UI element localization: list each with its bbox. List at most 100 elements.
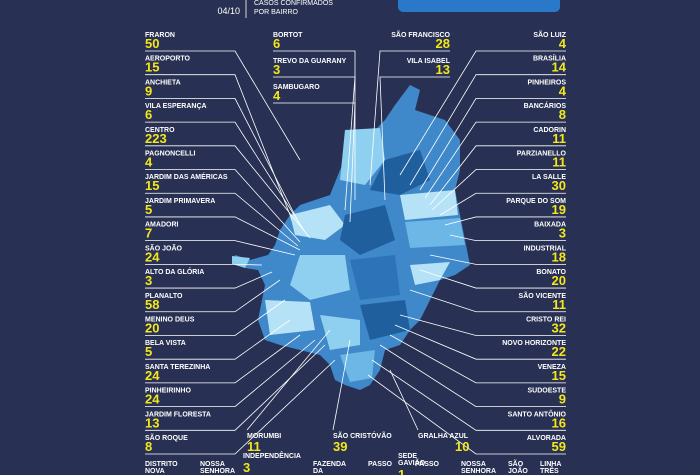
district-name: TREVO DA GUARANY bbox=[273, 58, 347, 65]
case-count: 5 bbox=[145, 202, 152, 217]
district-name: SANTO ANTÔNIO bbox=[508, 409, 567, 418]
case-count: 3 bbox=[243, 460, 250, 475]
case-count: 11 bbox=[552, 131, 566, 146]
district-name: SEDE bbox=[398, 453, 417, 460]
case-count: 24 bbox=[145, 368, 160, 383]
leader-line bbox=[145, 359, 336, 455]
case-count: 16 bbox=[552, 415, 566, 430]
district-name: BONATO bbox=[536, 269, 566, 276]
district-name: SENHORA bbox=[461, 468, 496, 475]
case-count: 14 bbox=[552, 60, 567, 75]
district-name: TRÊS bbox=[540, 466, 559, 475]
district-name: DA bbox=[313, 468, 323, 475]
district bbox=[290, 255, 350, 300]
case-count: 39 bbox=[333, 439, 347, 454]
map bbox=[232, 85, 470, 390]
leader-line bbox=[369, 50, 450, 186]
district bbox=[340, 128, 385, 185]
district-name: NOSSA bbox=[461, 461, 486, 468]
leader-line bbox=[145, 145, 311, 239]
case-count: 13 bbox=[436, 62, 450, 77]
case-count: 11 bbox=[552, 297, 566, 312]
case-count: 4 bbox=[273, 88, 281, 103]
district-name: INDUSTRIAL bbox=[524, 245, 567, 252]
leader-line bbox=[145, 271, 273, 289]
leader-line bbox=[145, 50, 301, 161]
case-count: 59 bbox=[552, 439, 566, 454]
leader-line bbox=[394, 324, 566, 360]
date: 04/10 bbox=[217, 6, 240, 16]
leader-line bbox=[444, 216, 566, 226]
leader-line bbox=[332, 339, 351, 431]
district-name: LA SALLE bbox=[532, 174, 566, 181]
leader-line bbox=[145, 299, 286, 336]
case-count: 32 bbox=[552, 320, 566, 335]
case-count: 22 bbox=[552, 344, 566, 359]
district-name: BORTOT bbox=[273, 32, 303, 39]
district-name: PASSO bbox=[415, 461, 440, 468]
district-name: FAZENDA bbox=[313, 461, 346, 468]
district-name: PINHEIROS bbox=[527, 79, 566, 86]
district-name: GRALHA AZUL bbox=[418, 433, 469, 440]
leader-line bbox=[273, 50, 356, 200]
case-count: 3 bbox=[145, 273, 152, 288]
district-name: SÃO ROQUE bbox=[145, 433, 188, 442]
leader-line bbox=[145, 192, 299, 247]
case-count: 11 bbox=[247, 439, 261, 454]
leader-line bbox=[439, 192, 566, 216]
district-name: NOVA bbox=[145, 468, 165, 475]
district-name: GAVIÃO bbox=[398, 458, 426, 467]
district-name: FRARON bbox=[145, 32, 175, 39]
district-name: JARDIM FLORESTA bbox=[145, 411, 211, 418]
leader-line bbox=[145, 279, 281, 313]
case-count: 4 bbox=[559, 36, 567, 51]
case-count: 3 bbox=[273, 62, 280, 77]
leader-line bbox=[429, 145, 566, 206]
district-name: JOÃO bbox=[508, 466, 528, 475]
leader-line bbox=[145, 319, 291, 360]
district-name: ANCHIETA bbox=[145, 79, 181, 86]
district-name: JARDIM DAS AMÉRICAS bbox=[145, 172, 228, 181]
district-name: SANTA TEREZINHA bbox=[145, 364, 210, 371]
case-count: 15 bbox=[552, 368, 566, 383]
leader-line bbox=[409, 289, 566, 313]
district-name: CENTRO bbox=[145, 127, 175, 134]
district-name: LINHA bbox=[540, 461, 561, 468]
leader-line bbox=[371, 359, 566, 431]
leader-line bbox=[389, 334, 566, 384]
case-count: 1 bbox=[398, 467, 405, 475]
leader-line bbox=[399, 314, 566, 336]
case-count: 50 bbox=[145, 36, 159, 51]
district bbox=[370, 150, 430, 195]
district-name: VENEZA bbox=[538, 364, 566, 371]
leader-line bbox=[449, 234, 566, 242]
district bbox=[405, 218, 465, 248]
district-name: PINHEIRINHO bbox=[145, 388, 191, 395]
leader-line bbox=[389, 369, 419, 431]
leader-line bbox=[145, 339, 316, 407]
leader-line bbox=[145, 344, 326, 431]
district-name: SÃO JOÃO bbox=[145, 243, 183, 252]
leader-line bbox=[145, 334, 301, 384]
district bbox=[340, 205, 395, 255]
leader-line bbox=[424, 121, 566, 199]
district bbox=[360, 300, 410, 340]
leader-line bbox=[419, 98, 566, 191]
district-name: NOVO HORIZONTE bbox=[502, 340, 566, 347]
district-name: CADORIN bbox=[533, 127, 566, 134]
district-name: AEROPORTO bbox=[145, 56, 191, 63]
case-count: 6 bbox=[145, 107, 152, 122]
district-name: DISTRITO bbox=[145, 461, 178, 468]
case-count: 24 bbox=[145, 249, 160, 264]
district-name: BRASÍLIA bbox=[533, 54, 566, 63]
top-button[interactable] bbox=[398, 0, 560, 12]
district-name: SÃO FRANCISCO bbox=[391, 30, 450, 39]
leader-line bbox=[429, 254, 566, 265]
district-name: ALTO DA GLÓRIA bbox=[145, 267, 204, 276]
case-count: 20 bbox=[145, 320, 159, 335]
case-count: 4 bbox=[559, 83, 567, 98]
subtitle: POR BAIRRO bbox=[254, 9, 299, 16]
case-count: 58 bbox=[145, 297, 159, 312]
district-name: SÃO bbox=[508, 459, 524, 468]
